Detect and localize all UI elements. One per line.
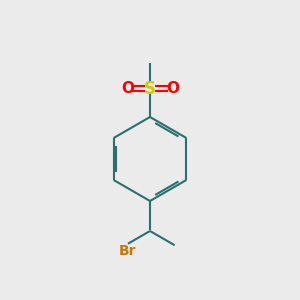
- Text: Br: Br: [119, 244, 137, 258]
- Text: S: S: [144, 80, 156, 98]
- Text: O: O: [166, 81, 179, 96]
- Text: O: O: [121, 81, 134, 96]
